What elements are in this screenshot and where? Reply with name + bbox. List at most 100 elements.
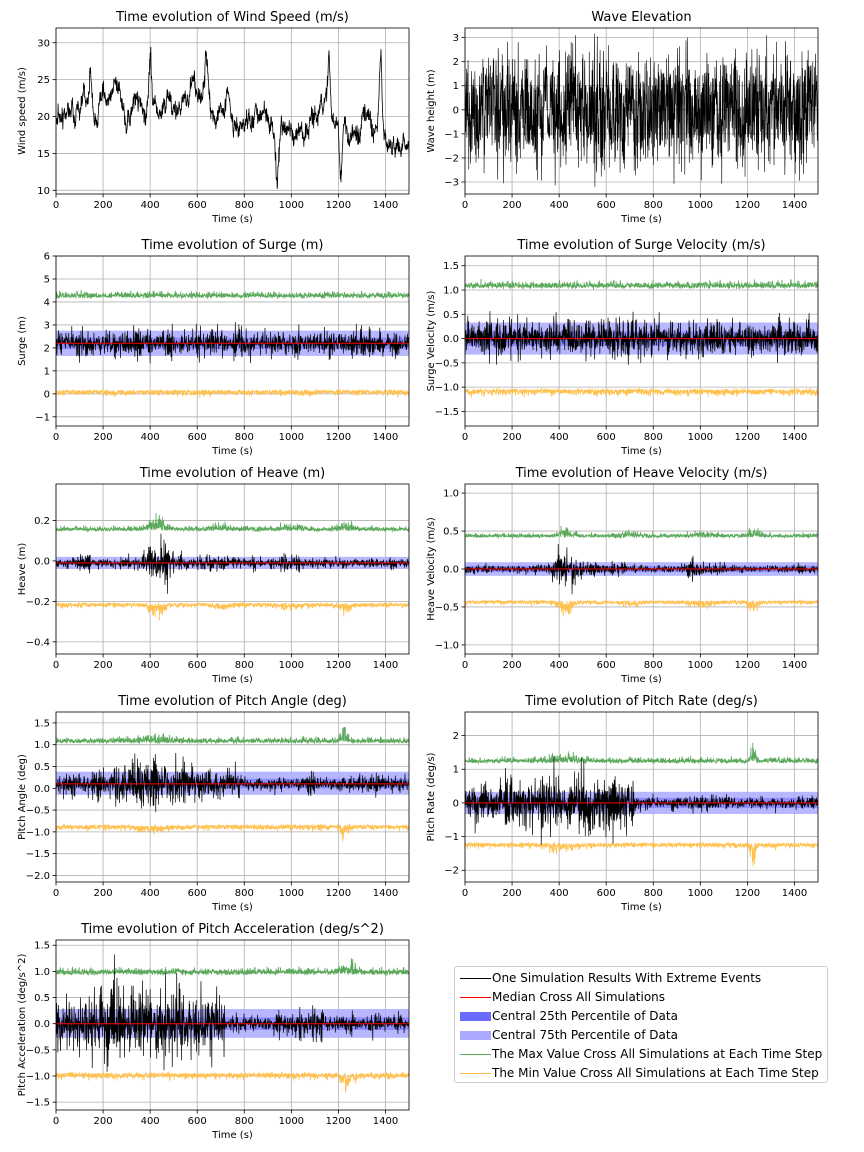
x-tick-label: 1200 [735,888,760,899]
y-tick-label: −0.5 [435,602,459,613]
x-tick-label: 1000 [279,888,304,899]
series-min-surge [56,388,409,399]
x-tick-label: 1400 [373,1116,398,1127]
chart-wave: 0 200 400 600 800 1000 1200 1400 −3 −2 −1 0 1 2 3 Wave … [426,10,819,225]
series-simulation-pitch [56,752,409,813]
x-tick-label: 400 [141,660,160,671]
y-tick-label: −1.5 [26,849,50,860]
y-tick-label: 10 [37,186,50,197]
legend-item-central25: Central 25th Percentile of Data [455,1007,827,1026]
y-tick-label: 1.5 [443,261,459,272]
y-tick-label: 5 [44,274,50,285]
x-tick-label: 400 [550,660,569,671]
y-tick-label: 1.5 [34,941,50,952]
legend-item-central75: Central 75th Percentile of Data [455,1026,827,1045]
series-max-surge [56,289,409,300]
y-tick-label: 0.0 [443,334,459,345]
x-tick-label: 400 [550,432,569,443]
series-simulation-pitchacc [56,954,409,1072]
chart-title: Time evolution of Pitch Acceleration (de… [80,922,384,937]
y-tick-label: 1.0 [443,489,459,500]
x-tick-label: 600 [188,888,207,899]
x-tick-label: 1000 [688,660,713,671]
chart-heave: 0 200 400 600 800 1000 1200 1400 −0.4 −0.2 0.0 0.2 T… [17,466,410,685]
x-tick-label: 400 [141,888,160,899]
x-tick-label: 800 [644,200,663,211]
x-tick-label: 400 [141,432,160,443]
y-tick-label: 0.0 [34,1019,50,1030]
chart-title: Time evolution of Pitch Rate (deg/s) [524,694,758,709]
chart-title: Time evolution of Wind Speed (m/s) [115,10,349,25]
y-tick-label: −2 [444,866,459,877]
plot-area-surgevel [465,278,818,398]
plot-area-wind [56,46,409,189]
series-max-heave [56,512,409,533]
x-tick-label: 800 [644,432,663,443]
series-min-heave [56,601,409,621]
y-tick-label: 0 [453,798,459,809]
y-tick-label: 25 [37,75,50,86]
x-tick-label: 400 [550,888,569,899]
x-tick-label: 800 [644,888,663,899]
x-tick-label: 200 [503,660,522,671]
y-tick-label: 30 [37,38,50,49]
y-tick-label: −0.5 [26,1045,50,1056]
y-tick-label: −1 [444,832,459,843]
plot-area-heavevel [465,525,818,617]
x-tick-label: 200 [94,432,113,443]
chart-wind: 0 200 400 600 800 1000 1200 1400 10 15 20 25 30 Time … [17,10,410,225]
series-max-pitch [56,726,409,745]
legend-swatch-max [460,1054,491,1055]
x-tick-label: 0 [53,1116,59,1127]
x-tick-label: 800 [235,432,254,443]
y-tick-label: 1.0 [34,740,50,751]
y-tick-label: 0.5 [443,310,459,321]
y-tick-label: 15 [37,149,50,160]
x-tick-label: 1400 [782,200,807,211]
legend-item-median: Median Cross All Simulations [455,988,827,1007]
y-axis-label: Pitch Acceleration (deg/s^2) [17,953,28,1096]
legend-label-median: Median Cross All Simulations [492,990,666,1004]
y-axis-label: Heave Velocity (m/s) [426,517,437,621]
y-axis-label: Wave height (m) [426,69,437,152]
y-tick-label: −2.0 [26,871,50,882]
y-tick-label: −0.4 [26,637,50,648]
y-tick-label: −1.0 [26,1072,50,1083]
x-tick-label: 1000 [279,200,304,211]
x-tick-label: 1000 [688,432,713,443]
legend-swatch-central75 [460,1031,491,1040]
series-min-pitchrate [465,840,818,867]
y-tick-label: 1 [453,81,459,92]
y-tick-label: 4 [44,297,50,308]
series-max-pitchacc [56,958,409,977]
legend-item-min: The Min Value Cross All Simulations at E… [455,1064,827,1083]
chart-pitch: 0 200 400 600 800 1000 1200 1400 −2.0 −1.5 −1.0 −0.… [17,694,410,913]
y-tick-label: 0.0 [34,784,50,795]
x-tick-label: 200 [503,432,522,443]
y-tick-label: 2 [453,57,459,68]
y-tick-label: −0.2 [26,597,50,608]
chart-title: Time evolution of Surge (m) [141,238,324,253]
legend-label-max: The Max Value Cross All Simulations at E… [492,1047,823,1061]
x-tick-label: 1200 [326,888,351,899]
x-axis-label: Time (s) [211,446,253,457]
chart-pitchacc: 0 200 400 600 800 1000 1200 1400 −1.5 −1.0 −0.5 0.0… [17,922,410,1141]
legend-label-central75: Central 75th Percentile of Data [492,1028,678,1042]
chart-title: Time evolution of Surge Velocity (m/s) [516,238,765,253]
x-tick-label: 400 [141,1116,160,1127]
y-tick-label: 1 [44,366,50,377]
y-tick-label: −1.0 [435,383,459,394]
plot-area-pitchacc [56,954,409,1093]
y-tick-label: −1.5 [435,407,459,418]
x-axis-label: Time (s) [211,1130,253,1141]
x-tick-label: 200 [94,1116,113,1127]
x-axis-label: Time (s) [620,674,662,685]
chart-title: Time evolution of Heave (m) [139,466,326,481]
x-tick-label: 1000 [279,660,304,671]
y-tick-label: 0 [44,389,50,400]
x-tick-label: 1200 [735,660,760,671]
y-tick-label: −1.0 [26,827,50,838]
plot-area-surge [56,289,409,399]
series-wind-speed [56,46,409,189]
